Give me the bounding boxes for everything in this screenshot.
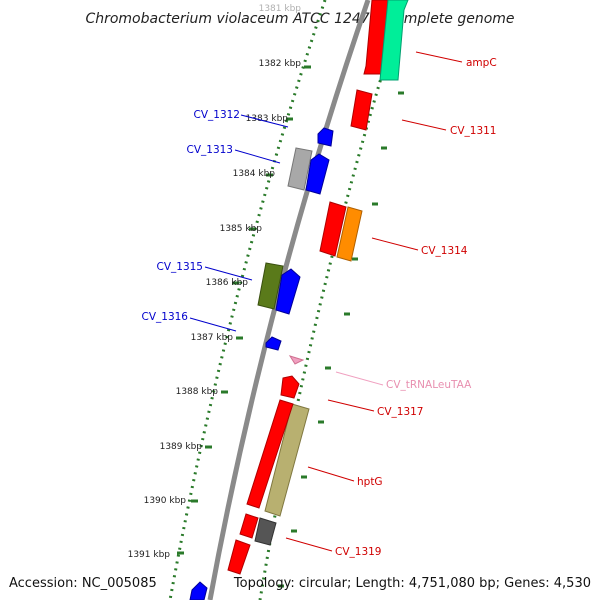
- gene-feature-CV_1319[interactable]: [254, 517, 277, 546]
- tick-label-1381: 1381 kbp: [259, 4, 302, 14]
- tick-label-1386: 1386 kbp: [206, 278, 249, 288]
- inner-ticks: [177, 65, 311, 555]
- gene-feature-ampC[interactable]: [379, 0, 409, 81]
- callout-lines-left: [189, 114, 289, 332]
- gene-feature-CV_1315[interactable]: [257, 262, 284, 310]
- gene-label-CV_1311: CV_1311: [450, 125, 497, 137]
- gene-feature-CV_1312[interactable]: [317, 127, 334, 147]
- gene-label-CV_1313: CV_1313: [187, 144, 234, 156]
- outer-dotted-ring: [258, 0, 407, 600]
- gene-feature-CV_1316[interactable]: [265, 336, 282, 351]
- tick-label-1383: 1383 kbp: [246, 114, 289, 124]
- outer-ticks: [278, 35, 404, 588]
- inner-dotted-ring: [168, 0, 327, 600]
- gene-label-CV_1319: CV_1319: [335, 546, 382, 558]
- tick-label-1389: 1389 kbp: [160, 442, 203, 452]
- gene-label-CV_tRNALeuTAA: CV_tRNALeuTAA: [386, 379, 472, 391]
- topology-text: Topology: circular; Length: 4,751,080 bp…: [233, 576, 591, 591]
- gene-feature-CV_1311[interactable]: [350, 89, 373, 131]
- gene-label-hptG: hptG: [357, 476, 383, 488]
- map-title: Chromobacterium violaceum ATCC 12472, co…: [85, 11, 514, 27]
- gene-feature-CV_1314[interactable]: [336, 206, 363, 262]
- tick-label-1390: 1390 kbp: [144, 496, 187, 506]
- gene-feature-red-long[interactable]: [246, 399, 294, 509]
- gene-feature-red-bottom[interactable]: [227, 539, 251, 575]
- accession-text: Accession: NC_005085: [9, 576, 157, 591]
- tick-label-1387: 1387 kbp: [191, 333, 234, 343]
- callout-lines-right: [285, 51, 463, 552]
- tick-label-1391: 1391 kbp: [128, 550, 171, 560]
- gene-label-CV_1312: CV_1312: [194, 109, 241, 121]
- gene-feature-blue-1313b[interactable]: [305, 153, 330, 195]
- tick-label-1385: 1385 kbp: [220, 224, 263, 234]
- gene-feature-blue-1315b[interactable]: [275, 268, 301, 315]
- gene-label-CV_1317: CV_1317: [377, 406, 424, 418]
- gene-feature-hptG[interactable]: [264, 403, 310, 517]
- gene-feature-red-small[interactable]: [239, 513, 259, 539]
- tick-label-1382: 1382 kbp: [259, 59, 302, 69]
- tick-label-1388: 1388 kbp: [176, 387, 219, 397]
- gene-feature-blue-bottom[interactable]: [189, 581, 208, 600]
- gene-label-CV_1316: CV_1316: [142, 311, 189, 323]
- gene-label-CV_1314: CV_1314: [421, 245, 468, 257]
- gene-feature-CV_1317[interactable]: [280, 375, 300, 399]
- gene-label-CV_1315: CV_1315: [157, 261, 204, 273]
- callout-line-trna: [335, 371, 384, 386]
- gene-feature-red-1314[interactable]: [319, 201, 347, 257]
- gene-label-ampC: ampC: [466, 57, 497, 69]
- gene-feature-CV_tRNALeuTAA[interactable]: [288, 355, 305, 365]
- gene-feature-CV_1313[interactable]: [287, 147, 313, 191]
- genome-backbone: [207, 0, 371, 600]
- tick-label-1384: 1384 kbp: [233, 169, 276, 179]
